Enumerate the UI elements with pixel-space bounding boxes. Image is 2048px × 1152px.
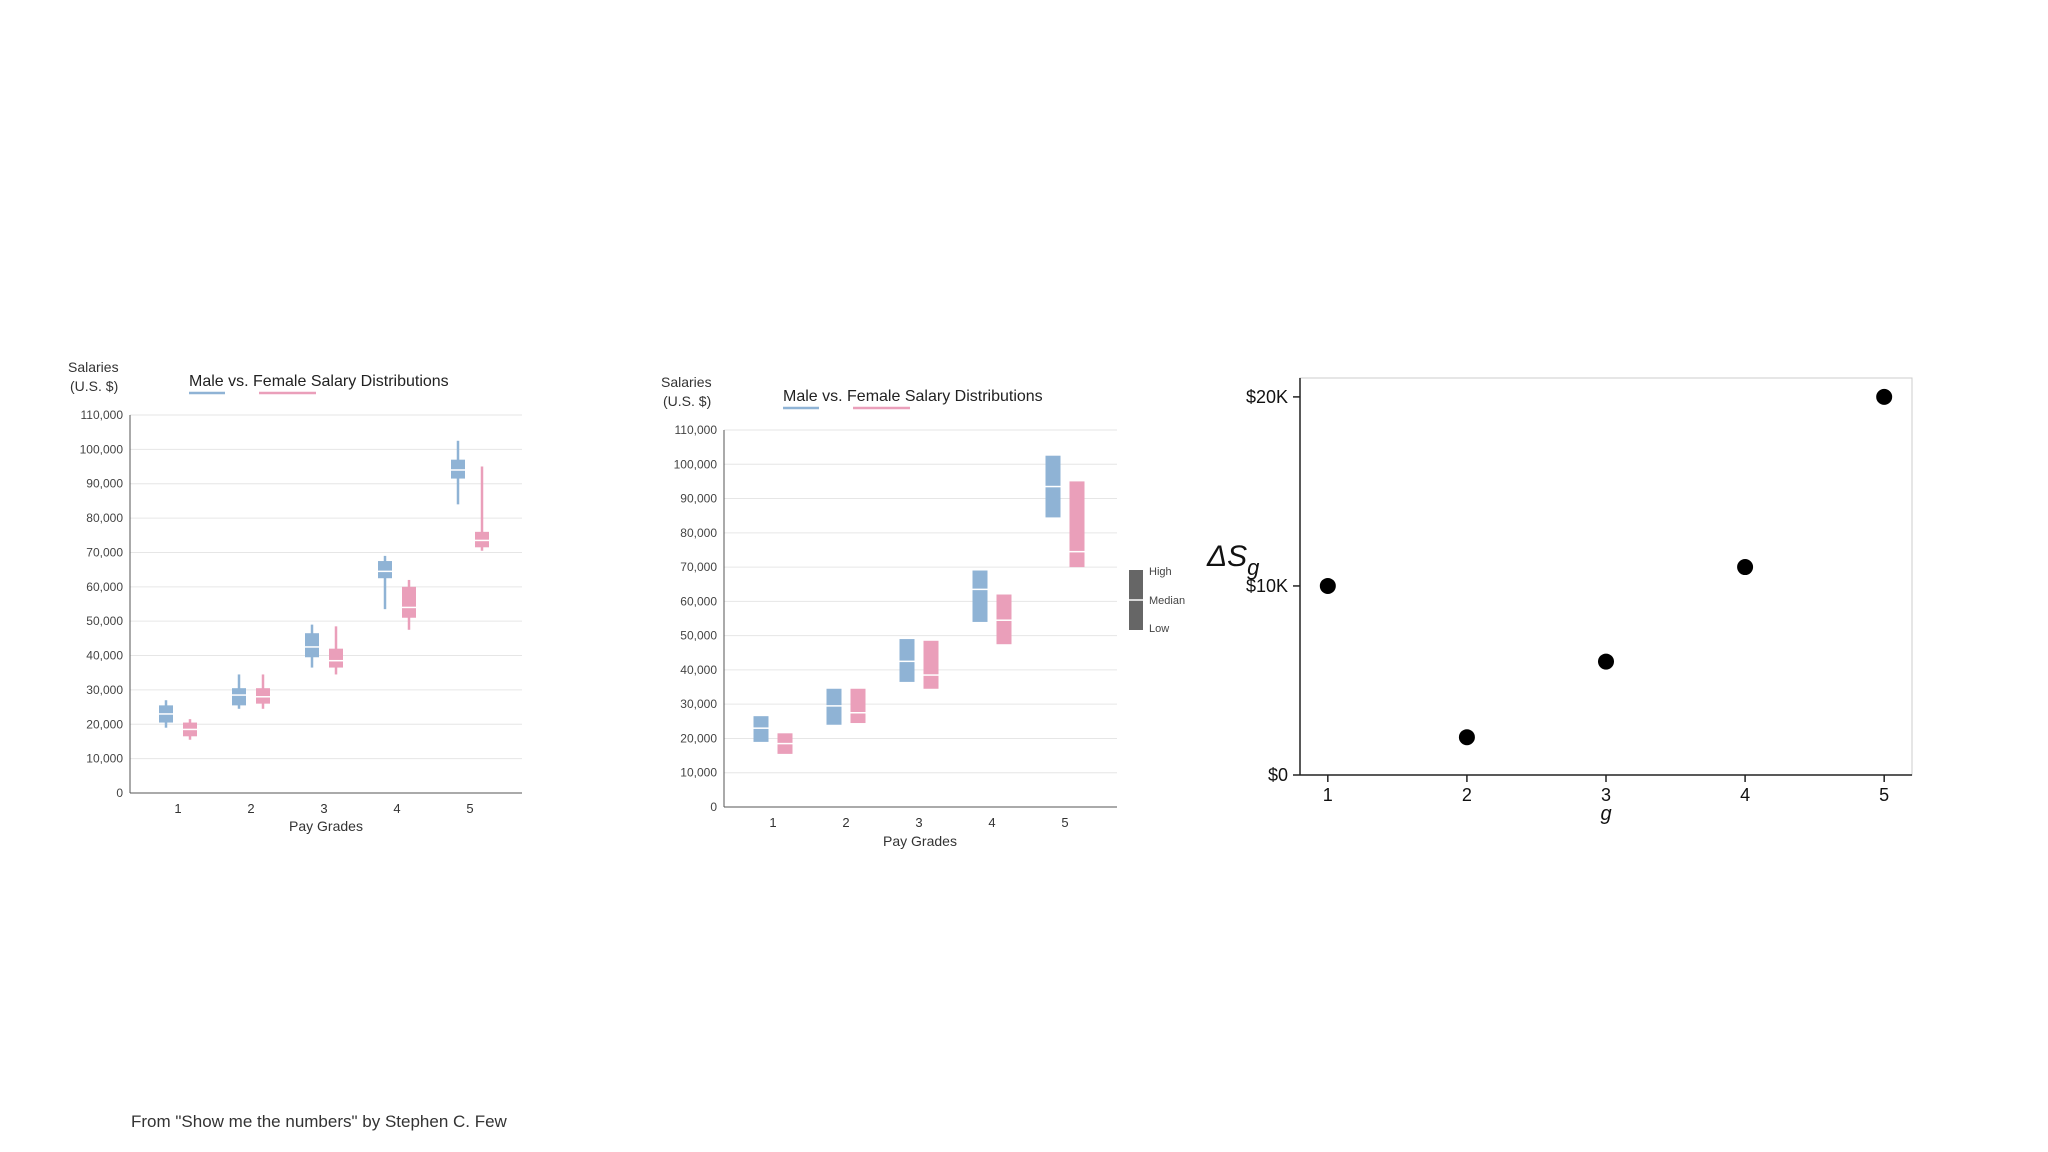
c2-male-g4-range-bar (973, 571, 988, 622)
c3-xtick-label: 4 (1740, 785, 1750, 805)
c2-ytick-label: 110,000 (675, 423, 718, 437)
c2-female-g5-range-bar (1070, 481, 1085, 567)
chart2-legend: High Median Low (1129, 566, 1185, 635)
c1-male-g5-box (451, 460, 465, 479)
chart1-xlabel: Pay Grades (289, 818, 363, 834)
c1-female-g4-box (402, 587, 416, 618)
c3-xtick-label: 2 (1462, 785, 1472, 805)
c1-female-g2-box (256, 688, 270, 703)
c3-xtick-label: 1 (1323, 785, 1333, 805)
chart2-title-vs: vs. (818, 388, 847, 405)
c2-female-g3-range-bar (924, 641, 939, 689)
chart2-legend-high: High (1149, 566, 1172, 578)
c2-ytick-label: 100,000 (674, 457, 718, 471)
c1-ytick-label: 50,000 (86, 614, 123, 628)
c2-ytick-label: 70,000 (680, 560, 717, 574)
c2-ytick-label: 20,000 (680, 731, 717, 745)
c2-xtick-label: 1 (769, 815, 776, 830)
c1-xtick-label: 1 (174, 801, 181, 816)
c2-ytick-label: 50,000 (680, 629, 717, 643)
c1-ytick-label: 30,000 (86, 683, 123, 697)
c2-male-g3-range-bar (900, 639, 915, 682)
c2-ytick-label: 30,000 (680, 697, 717, 711)
c1-male-g3-box (305, 633, 319, 657)
c3-point-g1 (1320, 578, 1336, 594)
chart1-title-vs: vs. (224, 373, 253, 390)
chart2-ylabel-line2: (U.S. $) (663, 393, 711, 409)
chart3-ylabel-base: ΔS (1206, 540, 1247, 573)
c1-male-g2-box (232, 688, 246, 705)
c1-ytick-label: 100,000 (80, 442, 124, 456)
chart2-xlabel: Pay Grades (883, 833, 957, 849)
c2-ytick-label: 80,000 (680, 526, 717, 540)
range-bar-chart: Salaries (U.S. $) Male vs. Female Salary… (655, 370, 1200, 860)
c1-ytick-label: 20,000 (86, 717, 123, 731)
c1-ytick-label: 60,000 (86, 580, 123, 594)
c2-xtick-label: 2 (842, 815, 849, 830)
c1-female-g3-box (329, 649, 343, 668)
c1-male-g4-box (378, 561, 392, 578)
chart3-frame (1300, 378, 1912, 775)
c2-male-g2-range-bar (827, 689, 842, 725)
c1-ytick-label: 90,000 (86, 477, 123, 491)
c3-point-g4 (1737, 559, 1753, 575)
c1-xtick-label: 5 (466, 801, 473, 816)
c2-xtick-label: 3 (915, 815, 922, 830)
c3-ytick-label: $20K (1246, 387, 1288, 407)
c1-ytick-label: 80,000 (86, 511, 123, 525)
c2-ytick-label: 10,000 (680, 766, 717, 780)
chart1-title-rest: Salary Distributions (306, 373, 448, 390)
c3-xtick-label: 5 (1879, 785, 1889, 805)
chart2-ylabel-line1: Salaries (661, 374, 712, 390)
chart2-title-female: Female (847, 388, 900, 405)
c3-point-g5 (1876, 389, 1892, 405)
c1-ytick-label: 0 (116, 786, 123, 800)
chart1-ylabel-line2: (U.S. $) (70, 378, 118, 394)
chart1-title: Male vs. Female Salary Distributions (189, 373, 449, 390)
c1-xtick-label: 3 (320, 801, 327, 816)
chart3-ylabel-sub: g (1247, 555, 1260, 580)
c2-female-g4-range-bar (997, 595, 1012, 645)
c2-xtick-label: 5 (1061, 815, 1068, 830)
c1-ytick-label: 110,000 (81, 408, 124, 422)
chart2-title-male: Male (783, 388, 818, 405)
c2-female-g2-range-bar (851, 689, 866, 723)
c2-ytick-label: 90,000 (680, 492, 717, 506)
chart1-title-female: Female (253, 373, 306, 390)
c2-ytick-label: 40,000 (680, 663, 717, 677)
source-caption: From "Show me the numbers" by Stephen C.… (131, 1112, 507, 1132)
c1-ytick-label: 70,000 (86, 545, 123, 559)
box-plot-chart: Salaries (U.S. $) Male vs. Female Salary… (62, 355, 532, 845)
c2-xtick-label: 4 (988, 815, 995, 830)
c2-male-g1-range-bar (754, 716, 769, 742)
chart1-ylabel-line1: Salaries (68, 359, 119, 375)
chart2-title-rest: Salary Distributions (900, 388, 1042, 405)
chart2-title: Male vs. Female Salary Distributions (783, 388, 1043, 405)
c3-point-g2 (1459, 729, 1475, 745)
c1-ytick-label: 10,000 (86, 752, 123, 766)
c3-xtick-label: 3 (1601, 785, 1611, 805)
c3-point-g3 (1598, 654, 1614, 670)
chart2-legend-low: Low (1149, 623, 1169, 635)
chart1-title-male: Male (189, 373, 224, 390)
c3-ytick-label: $0 (1268, 765, 1288, 785)
c1-xtick-label: 2 (247, 801, 254, 816)
c1-ytick-label: 40,000 (86, 649, 123, 663)
c1-female-g5-box (475, 532, 489, 547)
chart3-xlabel: g (1600, 803, 1611, 825)
chart3-ylabel: ΔSg (1206, 540, 1260, 580)
c2-ytick-label: 60,000 (680, 594, 717, 608)
c2-ytick-label: 0 (710, 800, 717, 814)
c1-xtick-label: 4 (393, 801, 400, 816)
chart2-legend-median: Median (1149, 595, 1185, 607)
